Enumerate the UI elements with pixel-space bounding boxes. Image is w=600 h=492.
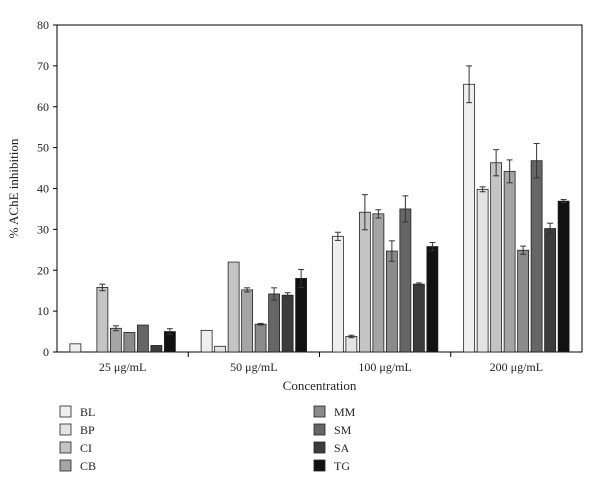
y-axis-title: % AChE inhibition xyxy=(6,138,21,238)
bar xyxy=(517,249,530,353)
legend-swatch xyxy=(59,441,72,454)
legend: BL BP CI CB MM SM SA TG xyxy=(59,405,356,473)
y-tick-label: 50 xyxy=(37,141,49,155)
legend-label: MM xyxy=(334,405,356,419)
legend-swatch xyxy=(59,423,72,436)
legend-label: CI xyxy=(80,441,92,455)
plot-border xyxy=(56,24,583,353)
bar xyxy=(385,250,398,353)
legend-label: BL xyxy=(80,405,95,419)
legend-swatch xyxy=(59,405,72,418)
bar xyxy=(214,345,227,353)
x-tick-label: 50 μg/mL xyxy=(230,360,277,374)
bar xyxy=(69,343,82,353)
y-tick-label: 10 xyxy=(37,304,49,318)
x-axis: 25 μg/mL 50 μg/mL 100 μg/mL 200 μg/mL xyxy=(99,352,543,374)
bar xyxy=(123,331,136,353)
legend-label: TG xyxy=(334,459,350,473)
bar xyxy=(557,200,570,353)
x-tick-label: 25 μg/mL xyxy=(99,360,146,374)
bar xyxy=(150,345,163,353)
y-tick-label: 70 xyxy=(37,59,49,73)
bar xyxy=(295,278,308,353)
y-tick-label: 80 xyxy=(37,18,49,32)
bar xyxy=(358,211,371,353)
bar xyxy=(331,235,344,353)
bar xyxy=(281,294,294,353)
x-tick-label: 200 μg/mL xyxy=(490,360,543,374)
legend-swatch xyxy=(313,459,326,472)
y-tick-label: 60 xyxy=(37,100,49,114)
bar xyxy=(227,261,240,353)
bar xyxy=(503,170,516,353)
bar xyxy=(544,228,557,353)
y-tick-label: 20 xyxy=(37,263,49,277)
bar xyxy=(463,83,476,353)
x-tick-label: 100 μg/mL xyxy=(358,360,411,374)
legend-label: CB xyxy=(80,459,96,473)
bar xyxy=(372,213,385,353)
bar xyxy=(530,160,543,353)
legend-label: SA xyxy=(334,441,350,455)
bar xyxy=(412,283,425,353)
x-axis-title: Concentration xyxy=(283,378,357,393)
bar xyxy=(476,188,489,353)
bar xyxy=(254,323,267,353)
bar xyxy=(200,329,213,353)
y-tick-label: 0 xyxy=(43,345,49,359)
bars xyxy=(69,65,570,353)
bar xyxy=(96,287,109,353)
bar xyxy=(268,293,281,353)
legend-label: BP xyxy=(80,423,95,437)
bar xyxy=(399,208,412,353)
legend-swatch xyxy=(313,441,326,454)
bar xyxy=(345,336,358,353)
bar xyxy=(136,324,149,353)
legend-label: SM xyxy=(334,423,352,437)
bar xyxy=(109,327,122,353)
legend-swatch xyxy=(59,459,72,472)
y-axis: 0 10 20 30 40 50 60 70 80 xyxy=(37,18,57,359)
legend-swatch xyxy=(313,423,326,436)
y-tick-label: 40 xyxy=(37,182,49,196)
y-tick-label: 30 xyxy=(37,222,49,236)
legend-swatch xyxy=(313,405,326,418)
bar xyxy=(490,162,503,353)
plot-frame xyxy=(56,24,583,353)
bar xyxy=(426,246,439,353)
bar xyxy=(241,289,254,353)
